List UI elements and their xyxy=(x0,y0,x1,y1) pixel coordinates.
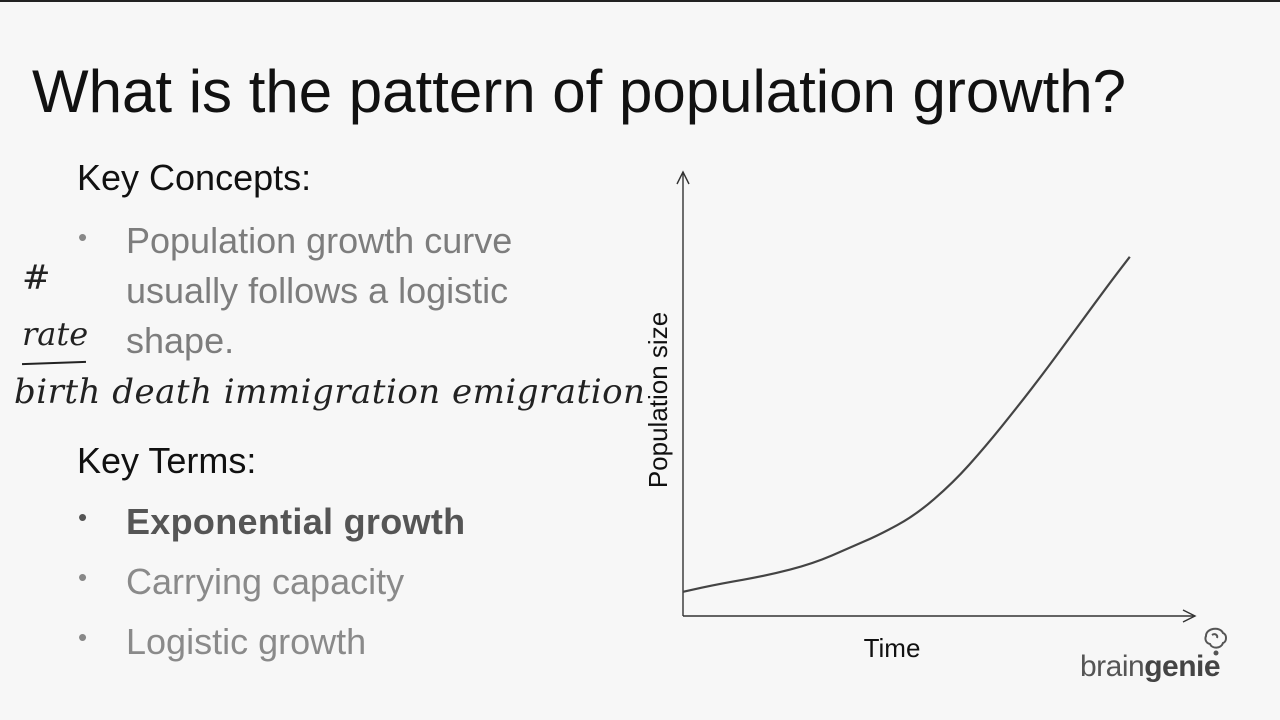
y-axis-label: Population size xyxy=(643,312,673,488)
slide-title: What is the pattern of population growth… xyxy=(32,58,1127,125)
y-axis-arrow-icon xyxy=(676,170,690,185)
handwritten-factors: birth death immigration emigration xyxy=(14,372,646,412)
key-terms-heading: Key Terms: xyxy=(77,440,257,481)
brand-part-1: brain xyxy=(1080,650,1145,683)
x-axis-label: Time xyxy=(864,633,921,663)
brain-logo-icon xyxy=(1204,627,1227,656)
term-exponential-growth: Exponential growth xyxy=(126,501,466,542)
concept-text: Population growth curve usually follows … xyxy=(126,220,513,361)
term-logistic-growth: Logistic growth xyxy=(126,621,367,662)
handwritten-hash: # xyxy=(22,258,51,298)
brand-part-2: genie xyxy=(1144,650,1221,683)
term-bullet-icon: • xyxy=(78,562,88,592)
concept-bullet-icon: • xyxy=(78,222,88,252)
term-bullet-icon: • xyxy=(78,502,88,532)
handwritten-rate: rate xyxy=(22,315,89,353)
handwritten-rate-underline xyxy=(21,360,87,366)
top-rule xyxy=(0,0,1280,2)
term-bullet-icon: • xyxy=(78,622,88,652)
growth-curve xyxy=(682,256,1131,593)
term-carrying-capacity: Carrying capacity xyxy=(126,561,405,602)
brand-logo: braingenie xyxy=(1080,650,1221,684)
population-chart: Time Population size xyxy=(643,170,1197,663)
key-concepts-heading: Key Concepts: xyxy=(77,157,312,198)
x-axis-arrow-icon xyxy=(1182,609,1197,623)
